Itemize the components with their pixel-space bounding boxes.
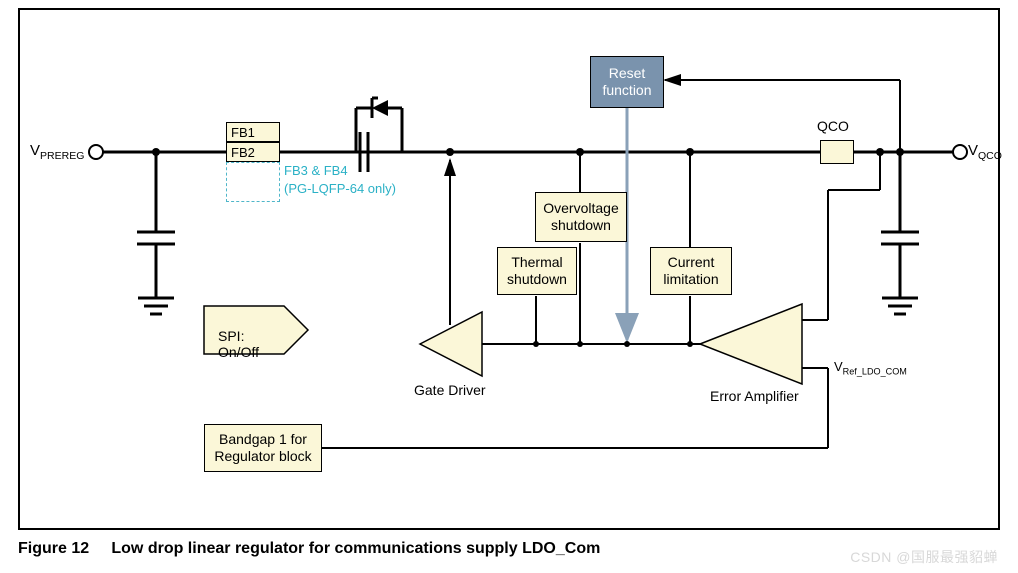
current-block: Current limitation	[650, 247, 732, 295]
watermark: CSDN @国服最强貂蝉	[850, 547, 998, 567]
vqco-label: VQCO	[968, 142, 1002, 162]
fb1-label: FB1	[231, 125, 255, 140]
current-text: Current limitation	[663, 254, 718, 288]
gate-driver-label: Gate Driver	[414, 382, 486, 398]
error-amp-triangle	[700, 304, 802, 384]
thermal-text: Thermal shutdown	[507, 254, 567, 288]
vref-label: VRef_LDO_COM	[834, 360, 907, 377]
terminal-vprereg	[89, 145, 103, 159]
qco-box	[820, 140, 854, 164]
figure-number: Figure 12	[18, 540, 89, 557]
qco-label: QCO	[817, 118, 849, 134]
reset-text: Reset function	[602, 65, 651, 99]
fb34-box	[226, 162, 280, 202]
fb34-note: (PG-LQFP-64 only)	[284, 182, 396, 197]
spi-text: SPI: On/Off	[218, 312, 259, 360]
vprereg-label: VPREREG	[30, 142, 84, 162]
fb1-box: FB1	[226, 122, 280, 142]
figure-title: Low drop linear regulator for communicat…	[111, 540, 600, 557]
fb2-box: FB2	[226, 142, 280, 162]
error-amp-label: Error Amplifier	[710, 388, 799, 404]
bandgap-block: Bandgap 1 for Regulator block	[204, 424, 322, 472]
figure-caption: Figure 12 Low drop linear regulator for …	[18, 540, 600, 558]
reset-function-block: Reset function	[590, 56, 664, 108]
overvoltage-block: Overvoltage shutdown	[535, 192, 627, 242]
thermal-block: Thermal shutdown	[497, 247, 577, 295]
fb34-label: FB3 & FB4	[284, 164, 348, 179]
ov-text: Overvoltage shutdown	[543, 200, 618, 234]
fb2-label: FB2	[231, 145, 255, 160]
bandgap-text: Bandgap 1 for Regulator block	[214, 431, 311, 465]
terminal-vqco	[953, 145, 967, 159]
